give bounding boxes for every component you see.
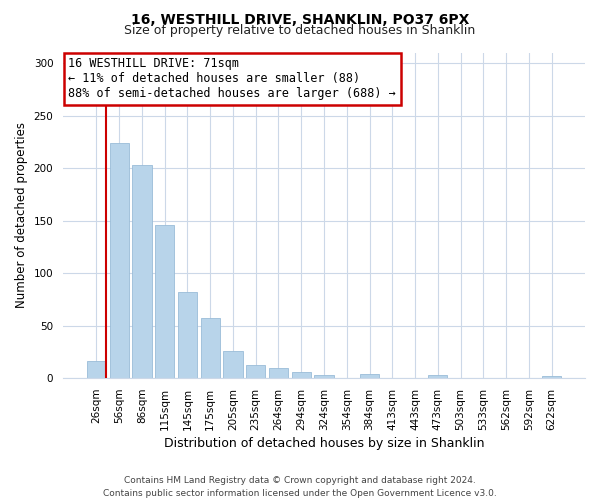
Bar [178,292,197,378]
Bar [269,368,288,378]
X-axis label: Distribution of detached houses by size in Shanklin: Distribution of detached houses by size … [164,437,484,450]
Text: 16, WESTHILL DRIVE, SHANKLIN, PO37 6PX: 16, WESTHILL DRIVE, SHANKLIN, PO37 6PX [131,12,469,26]
Bar [223,351,242,378]
Bar [246,364,265,378]
Bar [428,375,448,378]
Bar [155,225,175,378]
Bar [542,376,561,378]
Bar [87,362,106,378]
Y-axis label: Number of detached properties: Number of detached properties [15,122,28,308]
Bar [360,374,379,378]
Bar [292,372,311,378]
Bar [200,318,220,378]
Text: Size of property relative to detached houses in Shanklin: Size of property relative to detached ho… [124,24,476,37]
Bar [314,375,334,378]
Bar [132,165,152,378]
Bar [110,143,129,378]
Text: Contains HM Land Registry data © Crown copyright and database right 2024.
Contai: Contains HM Land Registry data © Crown c… [103,476,497,498]
Text: 16 WESTHILL DRIVE: 71sqm
← 11% of detached houses are smaller (88)
88% of semi-d: 16 WESTHILL DRIVE: 71sqm ← 11% of detach… [68,58,396,100]
